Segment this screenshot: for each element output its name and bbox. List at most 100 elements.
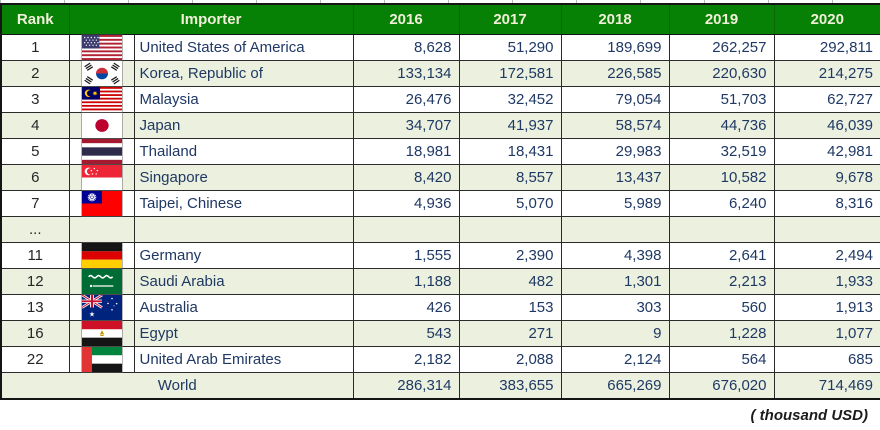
value-2018: 226,585 <box>560 60 670 87</box>
value-2016: 34,707 <box>352 112 460 139</box>
value-2018: 29,983 <box>560 138 670 165</box>
value-2019: 32,519 <box>668 138 775 165</box>
taiwan-flag-icon <box>81 191 122 216</box>
value-2017: 172,581 <box>458 60 562 87</box>
value-2019 <box>668 216 775 243</box>
flag-cell <box>68 112 135 139</box>
table-row-usa: 1 United States of America 8,628 51,290 … <box>0 34 880 61</box>
value-2018: 58,574 <box>560 112 670 139</box>
table-row-uae: 22 United Arab Emirates 2,182 2,088 2,12… <box>0 346 880 373</box>
importer-name: Korea, Republic of <box>133 60 354 87</box>
value-2020: 1,933 <box>773 268 880 295</box>
value-2018: 9 <box>560 320 670 347</box>
value-2017: 2,390 <box>458 242 562 269</box>
value-2020: 42,981 <box>773 138 880 165</box>
importer-name: Thailand <box>133 138 354 165</box>
value-2020: 46,039 <box>773 112 880 139</box>
table-row-australia: 13 <box>0 294 880 321</box>
value-2019: 10,582 <box>668 164 775 191</box>
table-row-egypt: 16 Egypt 543 271 9 1,228 1,077 <box>0 320 880 347</box>
value-2016: 2,182 <box>352 346 460 373</box>
value-2017: 5,070 <box>458 190 562 217</box>
value-2020: 8,316 <box>773 190 880 217</box>
importer-name <box>133 216 354 243</box>
world-label: World <box>0 372 354 400</box>
table-row-singapore: 6 Singapore 8,420 8,557 13,437 10,582 9,… <box>0 164 880 191</box>
flag-cell <box>68 294 135 321</box>
value-2018: 79,054 <box>560 86 670 113</box>
flag-cell <box>68 346 135 373</box>
table-row-japan: 4 Japan 34,707 41,937 58,574 44,736 46,0… <box>0 112 880 139</box>
flag-cell <box>68 60 135 87</box>
importer-name: Germany <box>133 242 354 269</box>
col-header-importer: Importer <box>68 3 354 35</box>
rank-cell: 6 <box>0 164 70 191</box>
table-row-korea: 2 Korea, Republic of <box>0 60 880 87</box>
thailand-flag-icon <box>81 139 122 164</box>
value-2016: 543 <box>352 320 460 347</box>
col-header-2018: 2018 <box>560 3 670 35</box>
world-total-row: World 286,314 383,655 665,269 676,020 71… <box>0 372 880 400</box>
value-2017: 8,557 <box>458 164 562 191</box>
value-2019: 6,240 <box>668 190 775 217</box>
importer-name: United Arab Emirates <box>133 346 354 373</box>
value-2017: 482 <box>458 268 562 295</box>
value-2020: 1,913 <box>773 294 880 321</box>
importer-name: Egypt <box>133 320 354 347</box>
value-2019: 51,703 <box>668 86 775 113</box>
malaysia-flag-icon <box>81 87 122 112</box>
header-row: Rank Importer 2016 2017 2018 2019 2020 <box>0 3 880 35</box>
value-2017: 271 <box>458 320 562 347</box>
japan-flag-icon <box>81 113 122 138</box>
value-2018: 4,398 <box>560 242 670 269</box>
rank-cell: 3 <box>0 86 70 113</box>
table-row-ellipsis: ... <box>0 216 880 243</box>
value-2019: 1,228 <box>668 320 775 347</box>
value-2020: 685 <box>773 346 880 373</box>
value-2018: 303 <box>560 294 670 321</box>
rank-cell: 16 <box>0 320 70 347</box>
value-2016: 133,134 <box>352 60 460 87</box>
col-header-rank: Rank <box>0 3 70 35</box>
value-2017: 32,452 <box>458 86 562 113</box>
flag-cell <box>68 216 135 243</box>
rank-cell: 13 <box>0 294 70 321</box>
importer-name: United States of America <box>133 34 354 61</box>
importer-name: Japan <box>133 112 354 139</box>
value-2019: 262,257 <box>668 34 775 61</box>
rank-cell: ... <box>0 216 70 243</box>
saudi-arabia-flag-icon <box>81 269 122 294</box>
table-row-thailand: 5 Thailand 18,981 18,431 29,983 32,519 4… <box>0 138 880 165</box>
value-2018: 13,437 <box>560 164 670 191</box>
value-2018 <box>560 216 670 243</box>
table-row-taipei: 7 Taipei, Chines <box>0 190 880 217</box>
value-2017: 51,290 <box>458 34 562 61</box>
value-2017 <box>458 216 562 243</box>
table-row-germany: 11 Germany 1,555 2,390 4,398 2,641 2,494 <box>0 242 880 269</box>
australia-flag-icon <box>81 295 122 320</box>
rank-cell: 11 <box>0 242 70 269</box>
col-header-2019: 2019 <box>668 3 775 35</box>
flag-cell <box>68 164 135 191</box>
col-header-2020: 2020 <box>773 3 880 35</box>
rank-cell: 12 <box>0 268 70 295</box>
value-2016: 1,188 <box>352 268 460 295</box>
singapore-flag-icon <box>81 165 122 190</box>
value-2020 <box>773 216 880 243</box>
value-2016: 8,628 <box>352 34 460 61</box>
value-2017: 41,937 <box>458 112 562 139</box>
value-2019: 220,630 <box>668 60 775 87</box>
spreadsheet-gridline-strip <box>0 0 880 3</box>
col-header-2016: 2016 <box>352 3 460 35</box>
value-2019: 2,213 <box>668 268 775 295</box>
unit-note: ( thousand USD) <box>750 407 869 424</box>
table-row-malaysia: 3 Malaysia 26,476 32,452 79,054 51,703 <box>0 86 880 113</box>
value-2020: 214,275 <box>773 60 880 87</box>
south-korea-flag-icon <box>81 61 122 86</box>
value-2016: 18,981 <box>352 138 460 165</box>
value-2017: 153 <box>458 294 562 321</box>
value-2019: 560 <box>668 294 775 321</box>
value-2020: 292,811 <box>773 34 880 61</box>
rank-cell: 4 <box>0 112 70 139</box>
